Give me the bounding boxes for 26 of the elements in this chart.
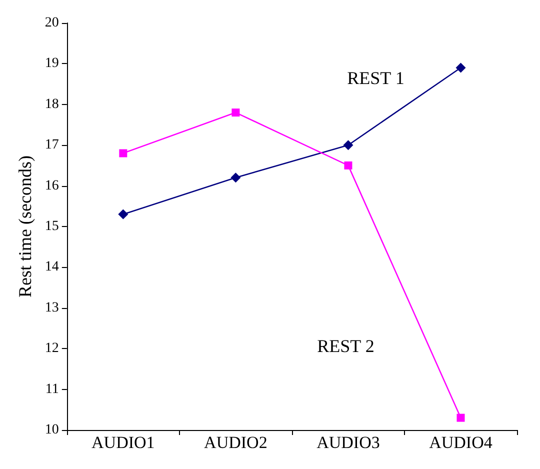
point: [456, 62, 466, 73]
y-tick-label: 18: [44, 96, 59, 112]
y-tick-label: 17: [44, 138, 59, 153]
y-tick-label: 10: [44, 422, 59, 438]
x-tick-label: AUDIO2: [204, 433, 268, 452]
y-tick-label: 14: [44, 260, 59, 275]
y-tick-label: 13: [44, 300, 59, 316]
point: [119, 149, 128, 158]
x-tick-label: AUDIO1: [92, 433, 155, 452]
y-tick-label: 19: [44, 56, 59, 72]
text: REST 2: [317, 336, 374, 356]
x-tick-label: AUDIO4: [429, 433, 493, 452]
point: [118, 209, 128, 220]
series-label: REST 1: [347, 68, 404, 88]
y-tick-label: 11: [45, 382, 59, 397]
x-tick-label: AUDIO3: [316, 433, 380, 452]
point: [232, 108, 240, 117]
point: [230, 172, 241, 183]
y-tick-label: 15: [44, 219, 59, 234]
y-axis-title: Rest time (seconds): [15, 156, 35, 298]
point: [456, 414, 465, 422]
point: [344, 161, 352, 170]
y-tick-label: 12: [44, 341, 59, 356]
y-tick-label: 16: [44, 178, 59, 194]
point: [343, 140, 354, 150]
y-tick-label: 20: [44, 16, 59, 30]
